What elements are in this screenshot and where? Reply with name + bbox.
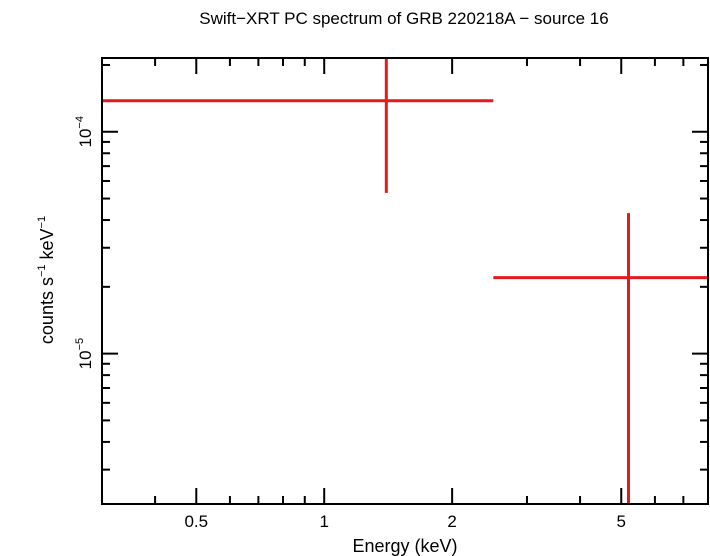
error-bars: [102, 58, 708, 504]
x-axis-ticks: [101, 58, 685, 504]
data-point-0-1: [493, 213, 708, 504]
x-tick-label: 1: [319, 512, 328, 531]
y-axis-ticks: [102, 63, 708, 471]
x-tick-label: 2: [447, 512, 456, 531]
x-tick-label: 0.5: [184, 512, 208, 531]
x-tick-label: 5: [617, 512, 626, 531]
data-point-0-0: [102, 58, 494, 193]
y-tick-label: 10−5: [74, 338, 95, 369]
chart-title: Swift−XRT PC spectrum of GRB 220218A − s…: [199, 9, 608, 28]
y-tick-label: 10−4: [74, 116, 95, 147]
x-axis-label: Energy (keV): [352, 536, 457, 556]
plot-frame: [101, 57, 709, 505]
y-axis-label: counts s−1 keV−1: [36, 216, 57, 344]
x-axis-tick-labels: 0.5 1 2 5: [184, 512, 626, 531]
y-axis-tick-labels: 10−4 10−5: [74, 116, 95, 369]
